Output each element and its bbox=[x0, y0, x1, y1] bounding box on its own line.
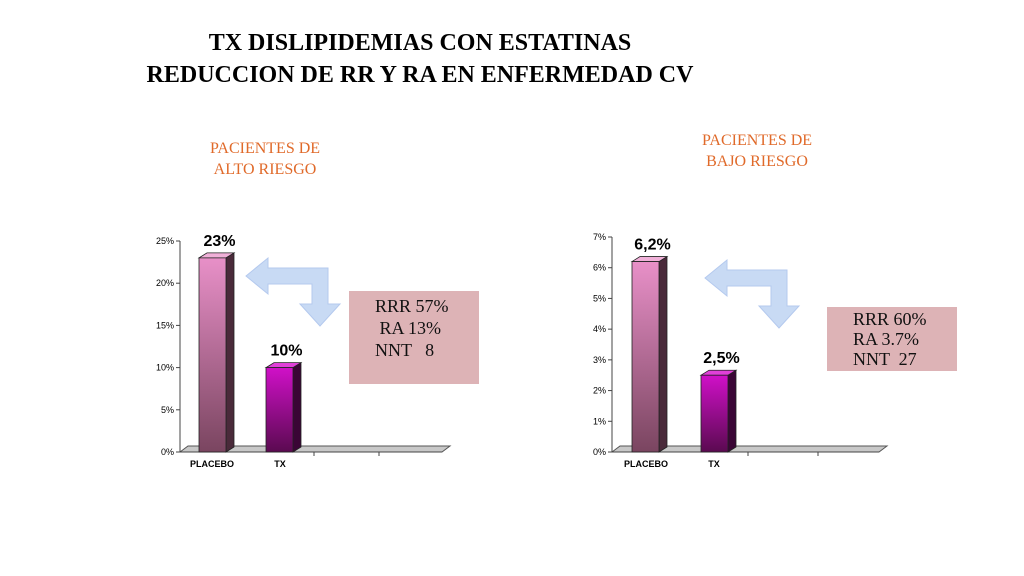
y-tick-label: 0% bbox=[593, 447, 606, 457]
y-tick-label: 5% bbox=[161, 405, 174, 415]
y-tick-label: 1% bbox=[593, 416, 606, 426]
x-category-label: TX bbox=[274, 459, 286, 469]
y-tick-label: 5% bbox=[593, 293, 606, 303]
slide-title-line2: REDUCCION DE RR Y RA EN ENFERMEDAD CV bbox=[146, 62, 694, 88]
y-tick-label: 0% bbox=[161, 447, 174, 457]
stat-rrr: RRR 57% bbox=[375, 296, 449, 316]
y-tick-label: 15% bbox=[156, 320, 174, 330]
data-label: 6,2% bbox=[634, 237, 670, 254]
bar-placebo-side bbox=[658, 255, 668, 453]
bar-placebo bbox=[631, 261, 660, 453]
y-tick-label: 10% bbox=[156, 363, 174, 373]
y-tick-label: 2% bbox=[593, 386, 606, 396]
chart1-subtitle: PACIENTES DE ALTO RIESGO bbox=[209, 140, 321, 178]
stats-box-bajo-riesgo: RRR 60% RA 3.7% NNT 27 bbox=[827, 307, 957, 371]
y-tick-label: 20% bbox=[156, 278, 174, 288]
data-label: 23% bbox=[203, 233, 235, 250]
y-tick-label: 3% bbox=[593, 355, 606, 365]
y-tick-label: 25% bbox=[156, 236, 174, 246]
bar-tx-side bbox=[727, 369, 737, 453]
y-tick-label: 7% bbox=[593, 232, 606, 242]
slide-title-line1: TX DISLIPIDEMIAS CON ESTATINAS bbox=[208, 30, 632, 56]
data-label: 10% bbox=[270, 343, 302, 360]
stat-nnt: NNT 8 bbox=[375, 340, 435, 360]
chart2-subtitle: PACIENTES DE BAJO RIESGO bbox=[701, 132, 813, 170]
stat-nnt: NNT 27 bbox=[853, 349, 917, 369]
stats-box-alto-riesgo: RRR 57% RA 13% NNT 8 bbox=[349, 291, 479, 384]
bar-tx bbox=[700, 374, 729, 453]
bar-tx bbox=[265, 367, 294, 453]
y-tick-label: 6% bbox=[593, 263, 606, 273]
y-tick-label: 4% bbox=[593, 324, 606, 334]
x-category-label: PLACEBO bbox=[624, 459, 668, 469]
stat-rrr: RRR 60% bbox=[853, 309, 927, 329]
stat-ra: RA 13% bbox=[375, 318, 442, 338]
x-category-label: PLACEBO bbox=[190, 459, 234, 469]
arrow-icon bbox=[704, 258, 801, 329]
data-label: 2,5% bbox=[703, 350, 739, 367]
stat-ra: RA 3.7% bbox=[853, 329, 920, 349]
x-category-label: TX bbox=[708, 459, 720, 469]
arrow-icon bbox=[245, 256, 342, 327]
bar-placebo bbox=[198, 257, 227, 453]
